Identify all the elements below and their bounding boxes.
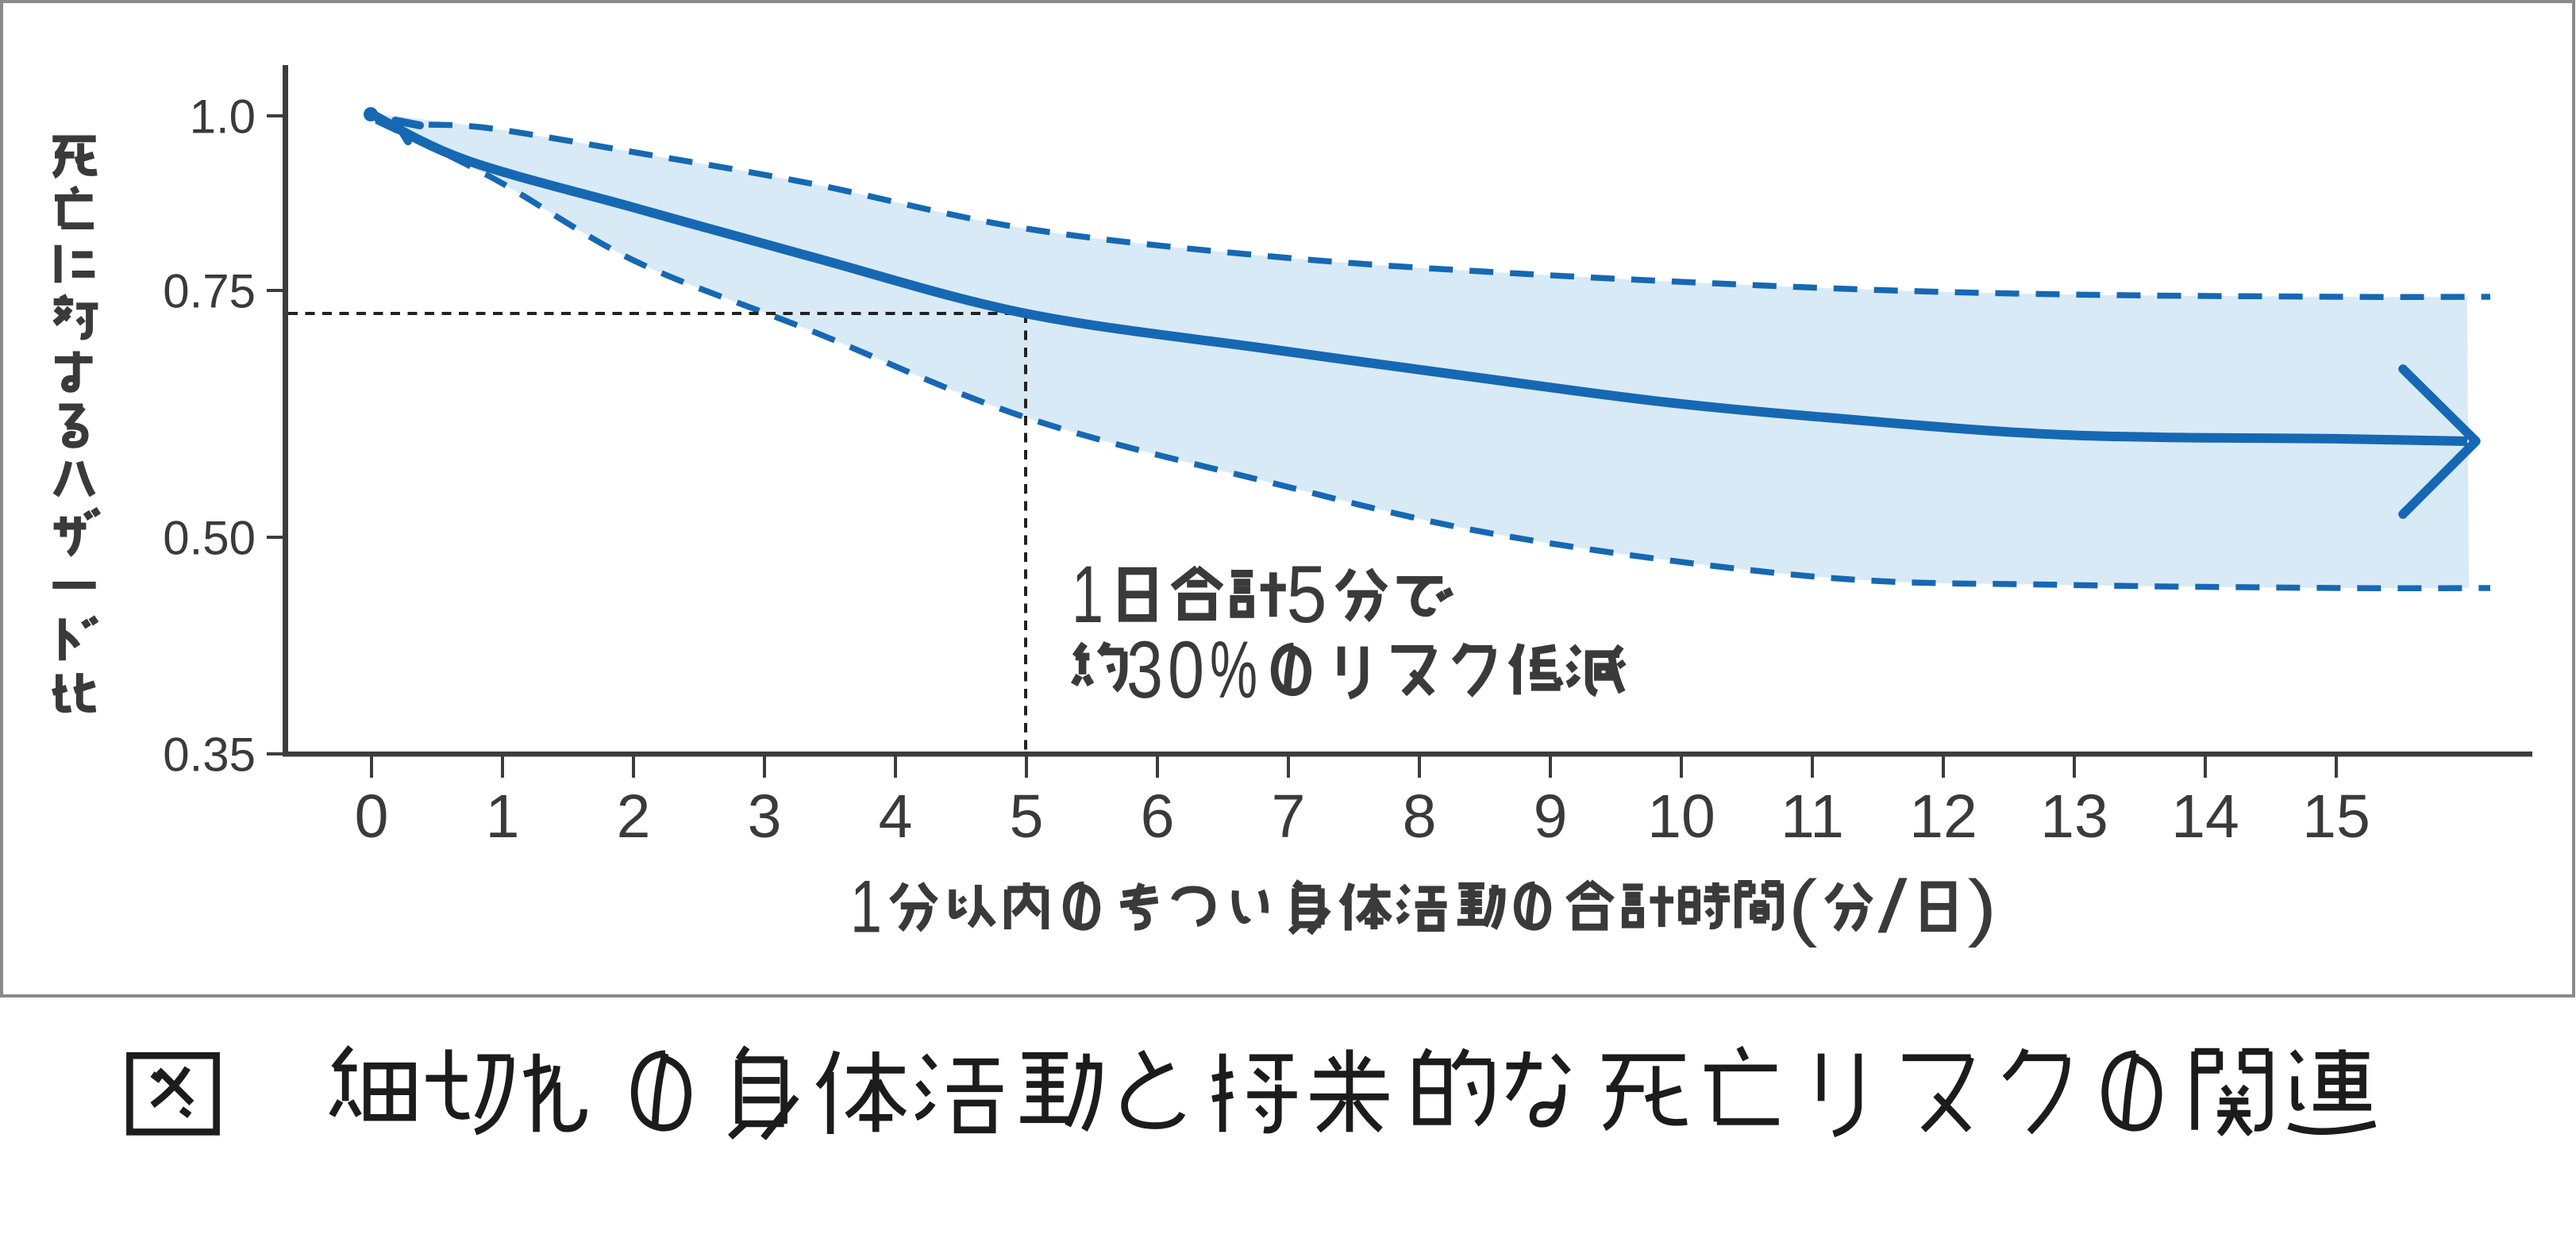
svg-text:0.75: 0.75	[163, 265, 256, 318]
svg-text:/: /	[1878, 865, 1908, 948]
svg-text:3: 3	[748, 782, 782, 851]
svg-text:10: 10	[1647, 782, 1715, 851]
svg-text:0: 0	[355, 782, 389, 851]
svg-text:3: 3	[1126, 625, 1163, 715]
svg-text:0.50: 0.50	[163, 512, 256, 565]
svg-text:12: 12	[1909, 782, 1977, 851]
svg-text:7: 7	[1272, 782, 1306, 851]
svg-text:14: 14	[2171, 782, 2239, 851]
svg-text:1: 1	[486, 782, 520, 851]
svg-text:1.0: 1.0	[190, 90, 256, 144]
svg-text:0: 0	[1168, 625, 1204, 715]
svg-text:5: 5	[1287, 549, 1327, 640]
svg-text:2: 2	[617, 782, 651, 851]
svg-text:): )	[1968, 865, 1997, 948]
svg-text:13: 13	[2040, 782, 2108, 851]
svg-text:1: 1	[850, 865, 882, 948]
svg-text:(: (	[1789, 865, 1818, 948]
svg-text:15: 15	[2302, 782, 2370, 851]
svg-text:6: 6	[1141, 782, 1175, 851]
svg-text:11: 11	[1781, 782, 1844, 851]
svg-text:8: 8	[1403, 782, 1437, 851]
svg-text:5: 5	[1010, 782, 1044, 851]
svg-text:%: %	[1210, 625, 1257, 715]
svg-text:1: 1	[1072, 549, 1103, 640]
svg-text:4: 4	[879, 782, 913, 851]
svg-text:9: 9	[1534, 782, 1568, 851]
svg-text:0.35: 0.35	[163, 728, 256, 782]
